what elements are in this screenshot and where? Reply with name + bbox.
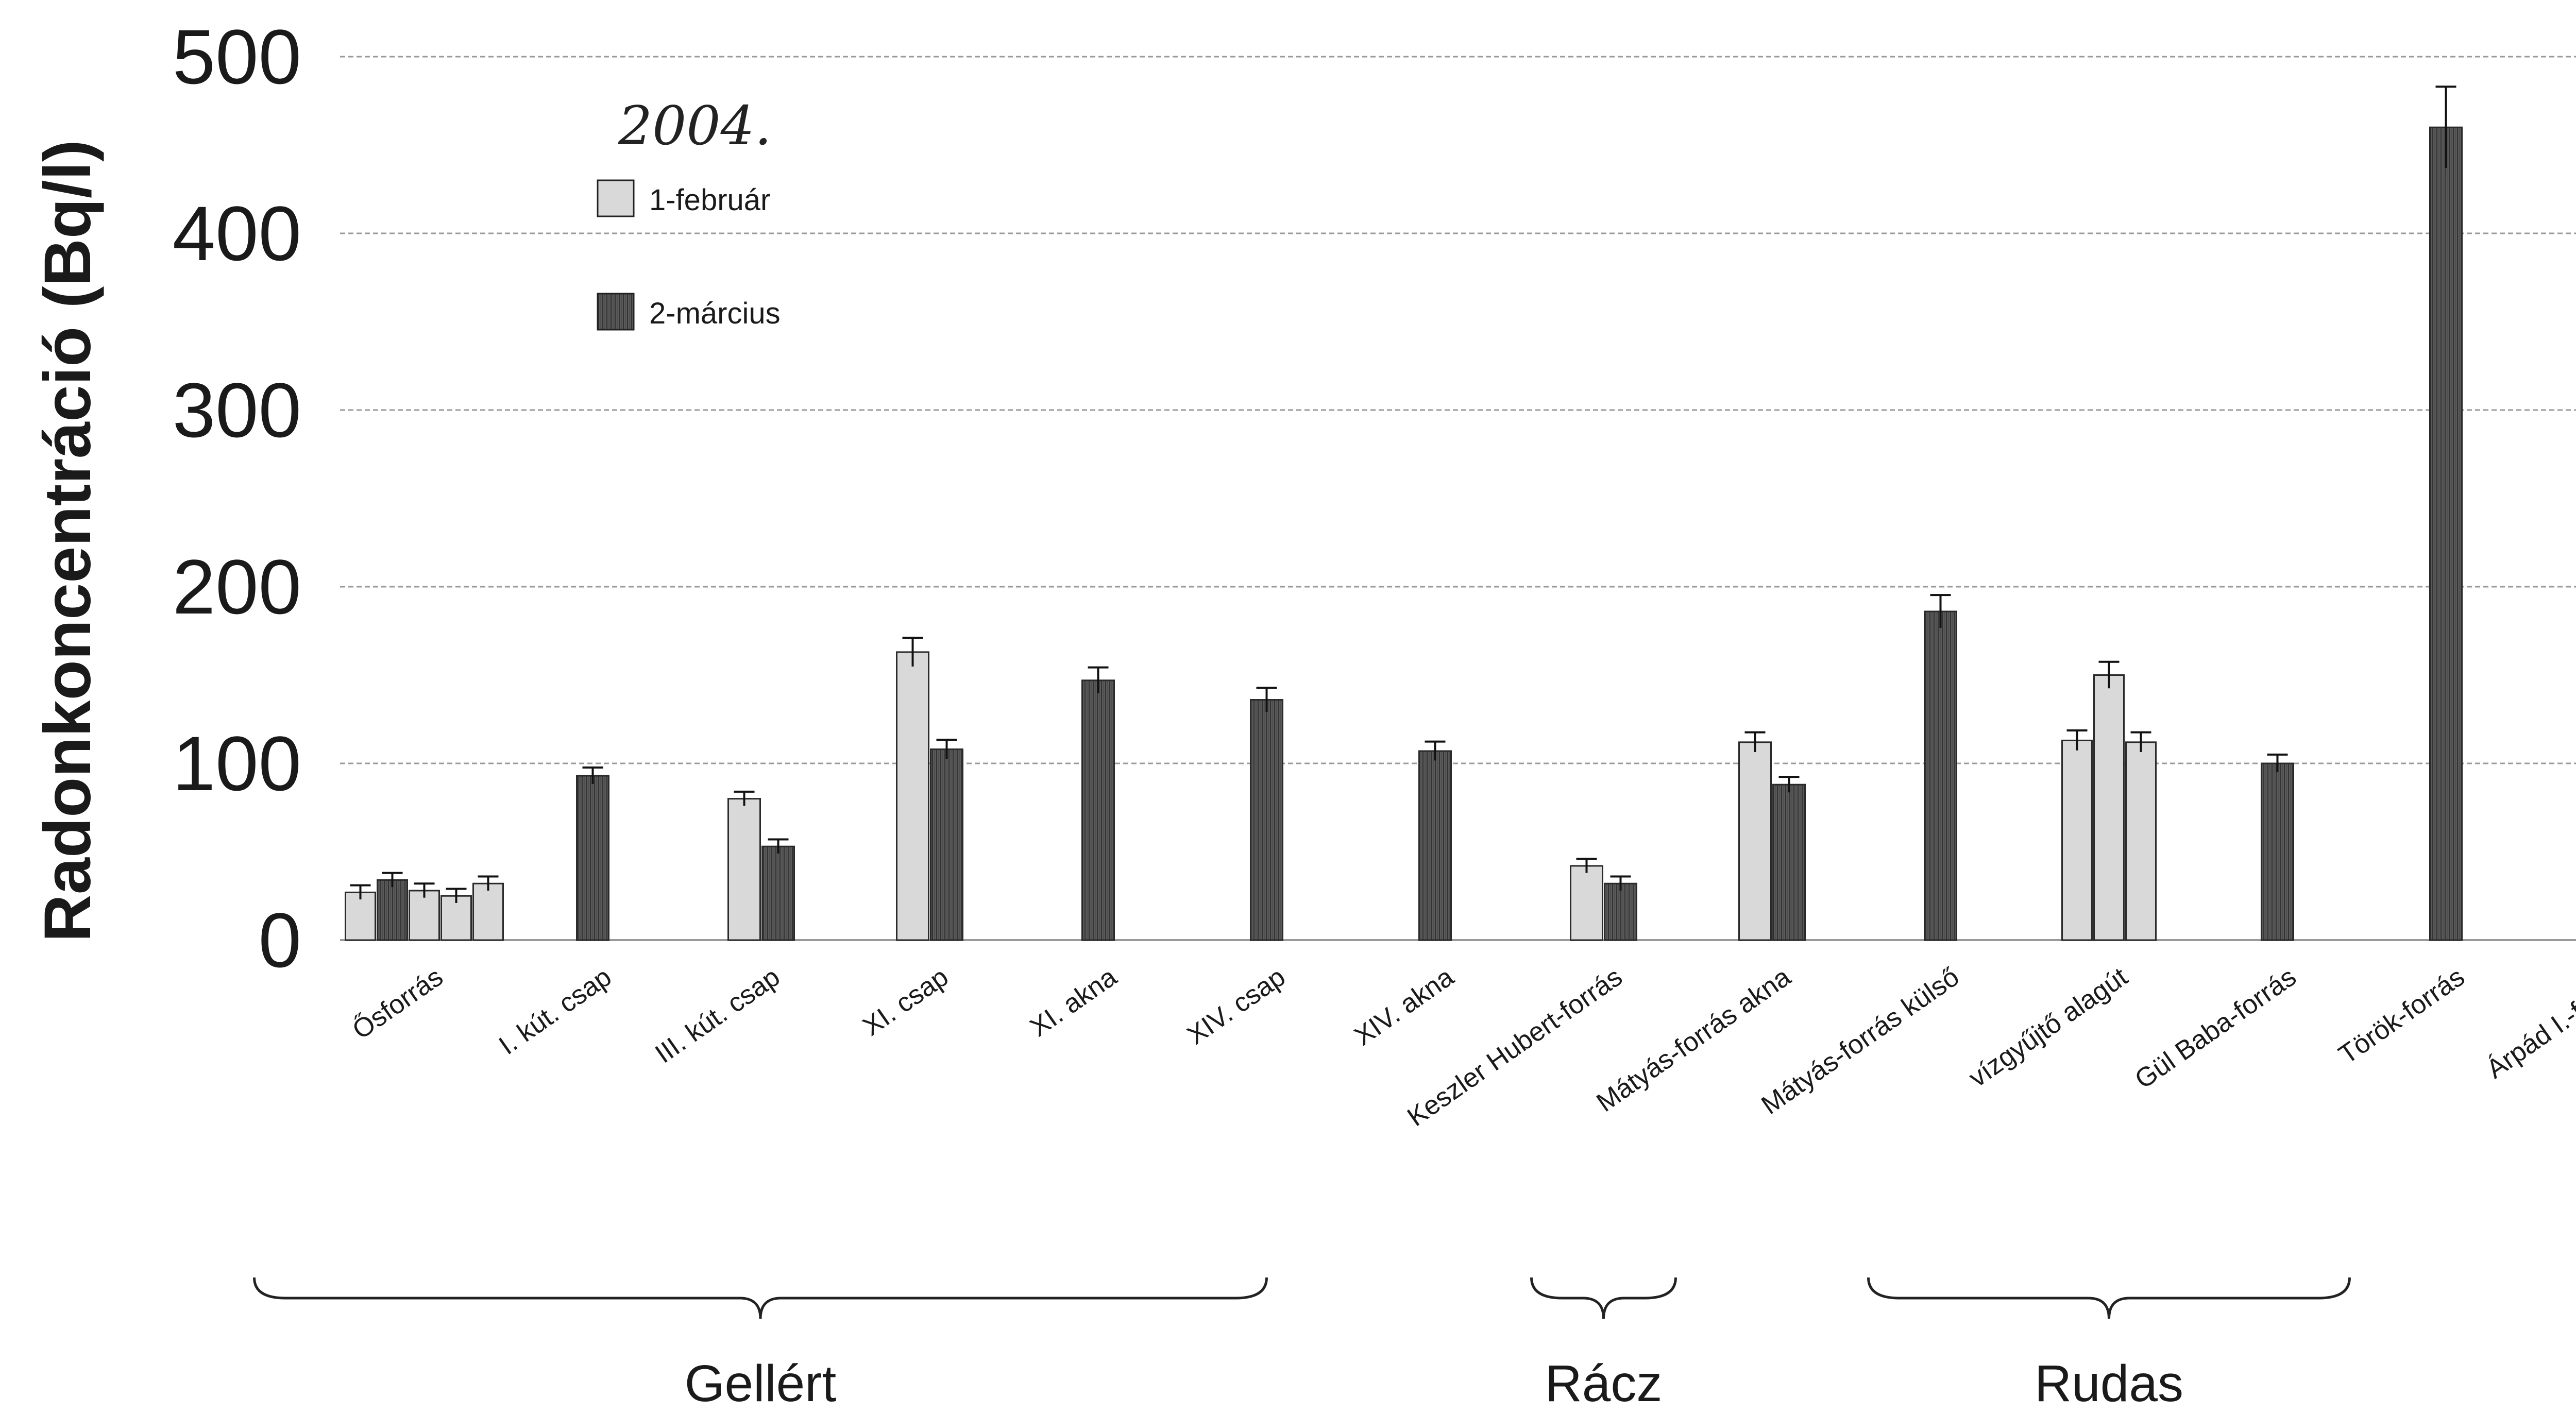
bar-marcius <box>1604 882 1637 941</box>
x-tick-label: Gül Baba-forrás <box>2129 962 2301 1095</box>
bar-februar <box>345 891 376 941</box>
legend-swatch <box>597 179 635 217</box>
legend-label: 2-március <box>649 297 781 330</box>
bar-februar <box>2061 739 2093 941</box>
bar-februar <box>1570 865 1603 941</box>
bar-februar <box>2125 741 2157 941</box>
y-tick-label: 300 <box>173 367 301 453</box>
group-label: Rudas <box>2035 1355 2183 1412</box>
group-bracket <box>253 1277 1268 1319</box>
bar-marcius <box>1081 679 1115 941</box>
bar-februar <box>472 882 504 941</box>
group-brackets: Gellért Rácz Rudas <box>253 1277 2351 1412</box>
x-tick-label: I. kút. csap <box>494 962 617 1061</box>
bar-marcius <box>1250 699 1283 941</box>
legend: 2004. 1-február 2-március <box>597 94 781 331</box>
x-tick-label: XIV. csap <box>1182 962 1291 1050</box>
bar-marcius <box>377 879 408 941</box>
y-axis-label: Radonkoncentráció (Bq/l) <box>31 140 105 942</box>
bar-februar <box>440 895 472 941</box>
y-tick-label: 200 <box>173 543 301 630</box>
bar-februar <box>727 798 761 941</box>
bar-februar <box>1738 741 1772 941</box>
x-tick-label: XI. csap <box>857 962 954 1042</box>
bar-februar <box>896 651 929 941</box>
x-tick-label: Árpád I.-forrás <box>2481 962 2576 1084</box>
x-tick-label: vízgyűjtő alagút <box>1963 962 2133 1093</box>
bar-marcius <box>1418 750 1452 941</box>
bar-marcius <box>2261 762 2294 941</box>
group-bracket <box>1530 1277 1677 1319</box>
group-label: Rácz <box>1545 1355 1663 1412</box>
x-tick-label: XIV. akna <box>1349 962 1459 1051</box>
legend-label: 1-február <box>649 183 770 217</box>
bar-marcius <box>2429 126 2463 941</box>
y-axis-ticks: 0 100 200 300 400 500 <box>173 13 301 983</box>
handwritten-year-note: 2004. <box>618 94 772 157</box>
bar-marcius <box>1772 783 1806 941</box>
y-tick-label: 400 <box>173 190 301 277</box>
bar-layer <box>345 86 2463 941</box>
x-tick-label: III. kút. csap <box>650 962 785 1069</box>
y-tick-label: 0 <box>259 897 301 983</box>
y-tick-label: 500 <box>173 13 301 100</box>
x-tick-label: Ősforrás <box>347 962 449 1045</box>
x-tick-label: XI. akna <box>1025 962 1123 1043</box>
group-label: Gellért <box>685 1355 837 1412</box>
bar-marcius <box>576 775 609 941</box>
x-tick-label: Török-forrás <box>2333 962 2470 1070</box>
bar-februar <box>409 890 440 941</box>
y-tick-label: 100 <box>173 720 301 807</box>
x-axis-ticks: Ősforrás I. kút. csap III. kút. csap XI. cs… <box>347 962 2576 1132</box>
bar-marcius <box>1924 610 1957 941</box>
bar-marcius <box>930 748 963 941</box>
bar-marcius <box>761 845 795 941</box>
legend-swatch <box>597 293 635 331</box>
bar-februar <box>2093 674 2125 941</box>
group-bracket <box>1867 1277 2351 1319</box>
